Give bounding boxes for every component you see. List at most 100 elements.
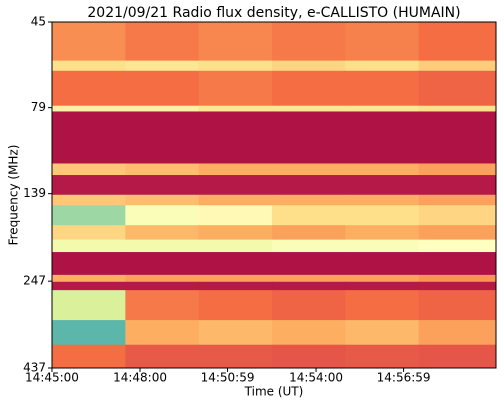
heatmap-cell <box>418 290 497 321</box>
heatmap-cell <box>345 70 420 107</box>
heatmap-cell <box>272 205 346 226</box>
heatmap-cell <box>345 274 420 283</box>
heatmap-cell <box>52 320 126 346</box>
heatmap-cell <box>345 225 420 241</box>
heatmap-cell <box>198 111 273 164</box>
y-tick-label: 139 <box>23 186 46 200</box>
heatmap-cell <box>418 163 497 176</box>
heatmap-cell <box>272 105 346 112</box>
heatmap-cell <box>125 252 200 276</box>
heatmap-cell <box>418 320 497 346</box>
heatmap-cell <box>52 344 126 369</box>
heatmap-cell <box>125 105 200 112</box>
heatmap-cell <box>418 281 497 291</box>
heatmap-cell <box>52 22 126 62</box>
y-tick-label: 247 <box>23 274 46 288</box>
heatmap-cell <box>198 194 273 206</box>
heatmap-cell <box>125 175 200 196</box>
heatmap-cell <box>52 274 126 283</box>
heatmap-cell <box>52 239 126 253</box>
heatmap-cell <box>125 344 200 369</box>
heatmap-cell <box>125 320 200 346</box>
heatmap-cell <box>272 111 346 164</box>
heatmap-cell <box>125 163 200 176</box>
x-axis-label: Time (UT) <box>244 385 304 399</box>
heatmap-cell <box>272 175 346 196</box>
heatmap-cell <box>418 105 497 112</box>
heatmap-cell <box>52 205 126 226</box>
heatmap-cell <box>198 281 273 291</box>
heatmap-cell <box>198 205 273 226</box>
y-axis-label: Frequency (MHz) <box>7 145 21 246</box>
heatmap-cell <box>345 281 420 291</box>
heatmap-cell <box>52 194 126 206</box>
heatmap-cell <box>272 290 346 321</box>
x-tick-label: 14:45:00 <box>25 371 79 385</box>
heatmap-cell <box>52 175 126 196</box>
heatmap-cell <box>125 205 200 226</box>
heatmap-cell <box>52 252 126 276</box>
heatmap-cell <box>345 252 420 276</box>
heatmap-cell <box>272 60 346 72</box>
chart-title: 2021/09/21 Radio flux density, e-CALLIST… <box>87 5 460 21</box>
heatmap-cell <box>272 320 346 346</box>
heatmap-cell <box>345 163 420 176</box>
heatmap-cell <box>272 70 346 107</box>
heatmap-cell <box>125 225 200 241</box>
heatmap-cell <box>52 70 126 107</box>
x-tick-label: 14:50:59 <box>201 371 255 385</box>
heatmap-cell <box>418 175 497 196</box>
heatmap-cell <box>125 22 200 62</box>
heatmap-cell <box>125 274 200 283</box>
heatmap-cell <box>418 111 497 164</box>
heatmap-cell <box>272 274 346 283</box>
heatmap-cell <box>345 105 420 112</box>
heatmap-cell <box>272 194 346 206</box>
heatmap-cell <box>198 175 273 196</box>
heatmap-cell <box>198 252 273 276</box>
x-tick-label: 14:48:00 <box>113 371 167 385</box>
plot-frame <box>51 21 497 369</box>
heatmap-cell <box>52 105 126 112</box>
heatmap-cell <box>198 70 273 107</box>
heatmap-cell <box>52 225 126 241</box>
heatmap-cell <box>125 111 200 164</box>
y-tick-label: 45 <box>31 15 46 29</box>
heatmap-cell <box>198 290 273 321</box>
heatmap-cell <box>125 194 200 206</box>
heatmap-cell <box>125 60 200 72</box>
heatmap-cell <box>418 344 497 369</box>
heatmap-cell <box>418 225 497 241</box>
heatmap-cell <box>272 239 346 253</box>
heatmap-cell <box>198 239 273 253</box>
heatmap-cell <box>345 320 420 346</box>
heatmap-cell <box>52 290 126 321</box>
heatmap-cell <box>418 70 497 107</box>
heatmap-cell <box>52 111 126 164</box>
heatmap-cell <box>345 175 420 196</box>
x-tick-label: 14:56:59 <box>377 371 431 385</box>
heatmap-cell <box>272 22 346 62</box>
heatmap-cell <box>418 239 497 253</box>
heatmap-cell <box>272 252 346 276</box>
heatmap-cell <box>345 239 420 253</box>
heatmap-cell <box>125 70 200 107</box>
heatmap-cell <box>345 205 420 226</box>
heatmap-cell <box>272 344 346 369</box>
heatmap-cell <box>272 225 346 241</box>
heatmap-cell <box>345 60 420 72</box>
heatmap-cell <box>52 60 126 72</box>
heatmap-cell <box>418 22 497 62</box>
heatmap-cell <box>198 344 273 369</box>
heatmap-cell <box>125 239 200 253</box>
heatmap-cell <box>272 163 346 176</box>
heatmap-cell <box>345 194 420 206</box>
heatmap-cell <box>418 205 497 226</box>
heatmap-cell <box>198 163 273 176</box>
heatmap-cell <box>418 252 497 276</box>
heatmap-cell <box>418 274 497 283</box>
heatmap-cell <box>52 163 126 176</box>
heatmap-cell <box>418 194 497 206</box>
heatmap-cell <box>198 22 273 62</box>
